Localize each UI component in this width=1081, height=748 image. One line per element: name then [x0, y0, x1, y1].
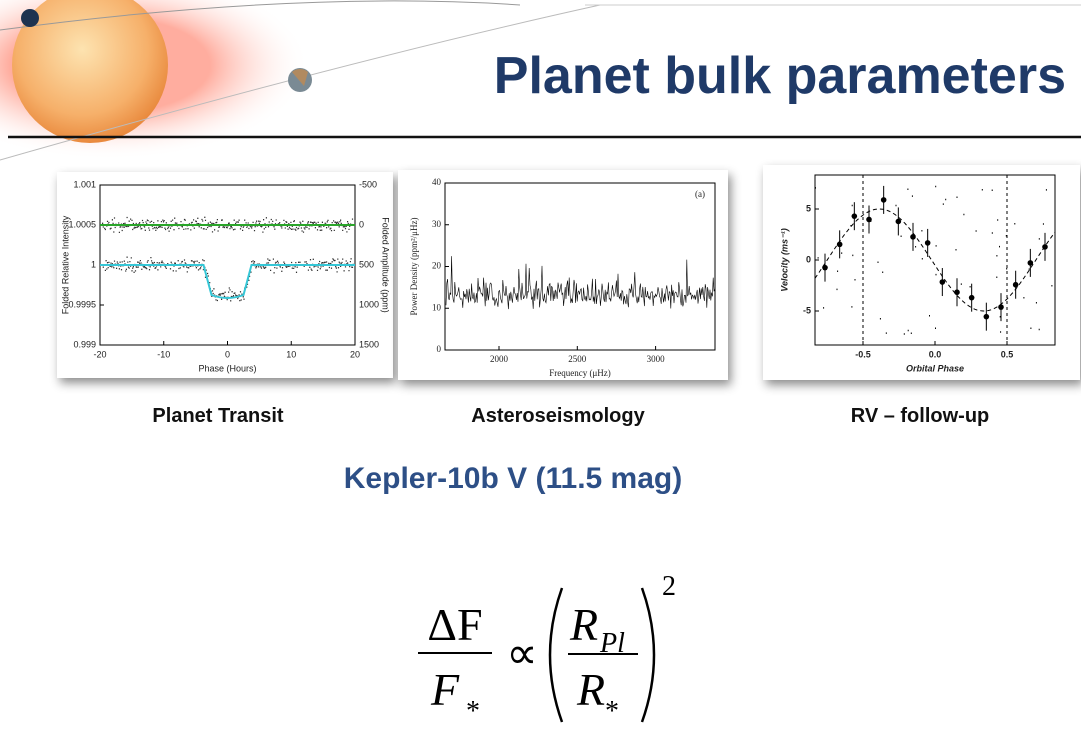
y-tick-label: 5 [806, 203, 811, 213]
formula-sub: * [466, 696, 480, 727]
binned-point [954, 289, 960, 296]
panels: -20 -10 0 10 201.0011.000510.99950.999-50005… [57, 165, 1080, 427]
y-tick-label: 0 [806, 254, 811, 264]
fit-curve [814, 208, 1056, 312]
y2-tick-label: 1000 [359, 299, 379, 309]
formula-denominator: F [430, 664, 460, 715]
binned-point [939, 279, 946, 285]
x-axis-label: Phase (Hours) [198, 363, 256, 373]
binned-point [998, 304, 1004, 310]
figure-frame [763, 165, 1080, 380]
binned-point [822, 264, 828, 271]
binned-point [910, 234, 916, 240]
binned-point [1027, 260, 1034, 266]
header-decoration [0, 0, 1081, 161]
formula-numerator: ΔF [427, 599, 482, 650]
binned-point [968, 294, 975, 301]
x-tick-label: 2500 [568, 354, 587, 364]
y-tick-label: 0.999 [73, 339, 96, 349]
x-tick-label: 0 [225, 349, 230, 359]
x-tick-label: 0.5 [1001, 349, 1014, 359]
y-axis-label: Power Density (ppm²/μHz) [409, 217, 419, 315]
y-axis-label: Velocity (ms⁻¹) [779, 228, 789, 291]
y-tick-label: 20 [432, 261, 442, 271]
formula-inner-denominator: R [576, 664, 605, 715]
y-tick-label: 30 [432, 219, 442, 229]
y2-tick-label: 1500 [359, 339, 379, 349]
y-tick-label: 0.9995 [68, 299, 96, 309]
y-tick-label: -5 [803, 305, 811, 315]
formula: ΔF F * ∝ R Pl R * 2 [418, 571, 676, 727]
figure-frame [398, 170, 728, 380]
binned-point [1012, 281, 1019, 288]
x-tick-label: -20 [93, 349, 106, 359]
formula-inner-sub2: * [605, 696, 619, 727]
figure-caption: Planet Transit [152, 405, 283, 427]
subtitle: Kepler-10b V (11.5 mag) [344, 462, 682, 495]
x-axis-label: Frequency (μHz) [549, 368, 611, 378]
y-tick-label: 40 [432, 177, 442, 187]
y-tick-label: 0 [437, 344, 442, 354]
formula-relation: ∝ [506, 629, 537, 678]
x-tick-label: -10 [157, 349, 170, 359]
binned-point [895, 218, 902, 225]
x-tick-label: 3000 [647, 354, 666, 364]
y2-axis-label: Folded Amplitude (ppm) [381, 217, 391, 313]
y-tick-label: 10 [432, 302, 442, 312]
x-tick-label: -0.5 [855, 349, 871, 359]
y-tick-label: 1.001 [73, 179, 96, 189]
x-tick-label: 2000 [490, 354, 509, 364]
figure-caption: RV – follow-up [851, 405, 990, 427]
slide-title: Planet bulk parameters [494, 47, 1066, 105]
y-axis-label: Folded Relative Intensity [60, 215, 70, 314]
x-axis-label: Orbital Phase [906, 363, 964, 373]
y-tick-label: 1 [91, 259, 96, 269]
binned-point [983, 313, 990, 320]
y2-tick-label: 0 [359, 219, 364, 229]
binned-point [836, 241, 843, 248]
fit-line [100, 264, 355, 299]
formula-inner-numerator: R [569, 599, 598, 650]
binned-point [851, 213, 858, 219]
x-tick-label: 0.0 [929, 349, 942, 359]
y2-tick-label: 500 [359, 259, 374, 269]
data-line [445, 256, 716, 310]
data-scatter [815, 185, 1053, 335]
formula-exponent: 2 [662, 571, 676, 602]
binned-point [1042, 244, 1048, 250]
binned-point [924, 240, 931, 246]
figure-caption: Asteroseismology [471, 405, 645, 427]
y-tick-label: 1.0005 [68, 219, 96, 229]
figure-frame [57, 172, 393, 378]
panel-annotation: (a) [695, 189, 705, 199]
binned-point [880, 197, 887, 203]
y2-tick-label: -500 [359, 179, 377, 189]
x-tick-label: 10 [286, 349, 296, 359]
x-tick-label: 20 [350, 349, 360, 359]
binned-point [866, 216, 872, 223]
